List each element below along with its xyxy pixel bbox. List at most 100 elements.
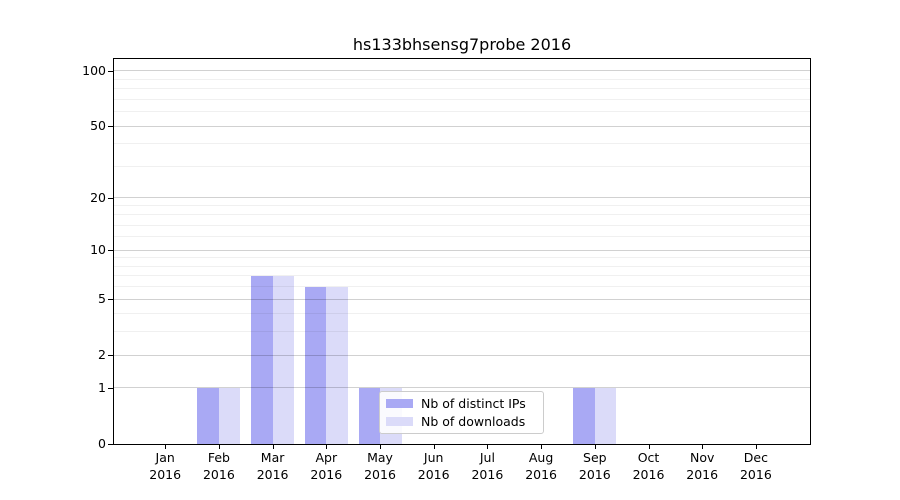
gridline-y-2 [114,354,810,356]
chart-title: hs133bhsensg7probe 2016 [352,35,572,54]
x-tick-year-oct: 2016 [632,466,665,482]
y-tick-2 [108,355,113,357]
gridline-y-20 [114,197,810,199]
x-tick-year-sep: 2016 [578,466,611,482]
legend-swatch-distinct-ips-icon [386,399,413,408]
legend-label-distinct-ips: Nb of distinct IPs [421,396,526,411]
x-tick-label-aug: Aug 2016 [513,450,569,483]
x-tick-year-aug: 2016 [525,466,557,482]
gridline-y-1 [114,387,810,389]
legend-item-distinct-ips: Nb of distinct IPs [386,396,535,411]
gridline-y-9 [114,257,810,259]
bar-nb-of-distinct-ips-mar [251,275,273,444]
x-tick-oct [648,445,650,449]
x-tick-month-mar: Mar [260,450,285,465]
y-tick-label-10: 10 [90,242,106,258]
x-tick-month-may: May [367,450,393,465]
gridline-y-16 [114,214,810,216]
x-tick-label-oct: Oct 2016 [621,450,677,483]
x-tick-year-may: 2016 [364,466,396,482]
x-tick-may [380,445,381,449]
x-tick-year-nov: 2016 [686,466,719,482]
x-tick-month-jan: Jan [155,450,175,465]
x-tick-label-dec: Dec 2016 [728,450,784,483]
x-tick-label-jul: Jul 2016 [459,450,515,483]
gridline-y-70 [114,98,810,100]
gridline-y-100 [114,70,810,72]
bar-nb-of-downloads-mar [272,275,295,444]
gridline-y-6 [114,286,810,288]
x-tick-label-sep: Sep 2016 [567,450,623,483]
legend-label-downloads: Nb of downloads [421,414,526,429]
gridline-y-4 [114,313,810,315]
x-tick-month-oct: Oct [637,450,660,465]
x-tick-jan [165,445,167,449]
x-tick-month-jun: Jun [423,450,444,465]
bar-nb-of-downloads-apr [326,286,348,444]
x-tick-nov [702,445,704,449]
gridline-y-10 [114,249,810,251]
x-tick-year-jul: 2016 [471,466,504,482]
y-tick-0 [108,444,113,445]
gridline-y-50 [114,125,810,127]
x-tick-year-feb: 2016 [202,466,235,482]
bar-nb-of-distinct-ips-feb [197,387,219,444]
gridline-y-90 [114,78,810,80]
x-tick-mar [272,445,274,449]
x-tick-jul [487,445,489,449]
y-tick-label-50: 50 [90,118,106,134]
bar-nb-of-distinct-ips-sep [573,387,595,444]
bar-nb-of-distinct-ips-apr [304,286,327,444]
bar-nb-of-downloads-sep [594,387,617,444]
bar-nb-of-downloads-feb [218,387,241,444]
gridline-y-40 [114,143,810,145]
x-tick-year-dec: 2016 [739,466,772,482]
y-tick-label-100: 100 [82,62,106,78]
y-tick-label-0: 0 [98,436,106,451]
gridline-y-3 [114,331,810,333]
plot-area [113,58,811,445]
y-tick-20 [108,197,113,199]
y-tick-100 [108,70,113,72]
x-tick-label-nov: Nov 2016 [674,450,730,483]
gridline-y-80 [114,88,810,90]
y-tick-label-1: 1 [98,379,106,395]
x-tick-month-jul: Jul [479,450,495,465]
x-tick-year-apr: 2016 [310,466,343,482]
x-tick-apr [326,445,328,449]
x-tick-sep [594,445,596,449]
gridline-y-18 [114,205,810,207]
gridline-y-8 [114,265,810,267]
gridline-y-30 [114,165,810,167]
y-tick-label-5: 5 [98,291,106,307]
x-tick-year-jun: 2016 [417,466,450,482]
x-tick-feb [218,445,220,449]
y-tick-5 [108,299,113,301]
bar-nb-of-distinct-ips-may [358,387,380,444]
y-tick-1 [108,387,113,389]
x-tick-label-mar: Mar 2016 [245,450,301,483]
x-tick-label-may: May 2016 [352,450,408,483]
x-tick-month-feb: Feb [207,450,230,465]
x-tick-aug [541,445,543,449]
x-tick-label-feb: Feb 2016 [191,450,247,483]
x-tick-year-jan: 2016 [149,466,182,482]
gridline-y-7 [114,275,810,277]
gridline-y-12 [114,236,810,238]
x-tick-month-nov: Nov [689,450,715,465]
x-tick-month-aug: Aug [528,450,554,465]
legend-swatch-downloads-icon [386,417,413,426]
y-tick-label-20: 20 [90,189,106,205]
x-tick-label-jun: Jun 2016 [406,450,462,483]
x-tick-month-apr: Apr [315,450,338,465]
x-tick-jun [433,445,435,449]
legend: Nb of distinct IPs Nb of downloads [379,391,544,434]
y-tick-50 [108,126,113,128]
x-tick-dec [755,445,757,449]
x-tick-month-sep: Sep [583,450,607,465]
legend-item-downloads: Nb of downloads [386,414,535,429]
x-tick-label-apr: Apr 2016 [298,450,354,483]
x-tick-label-jan: Jan 2016 [137,450,193,483]
y-tick-10 [108,250,113,252]
